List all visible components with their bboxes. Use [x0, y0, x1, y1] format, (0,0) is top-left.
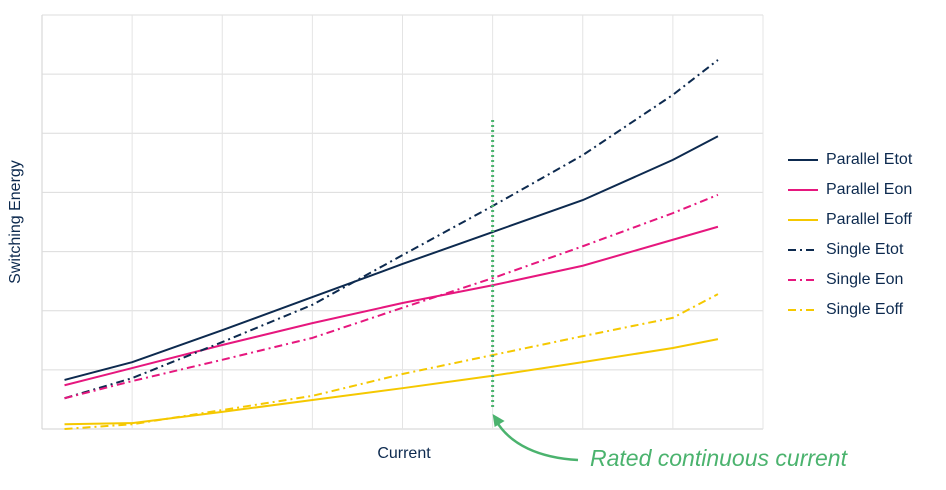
- annotation-arrowhead: [492, 414, 505, 427]
- series-line: [64, 135, 719, 381]
- y-axis-label: Switching Energy: [7, 160, 24, 284]
- series-line: [64, 59, 719, 400]
- legend-label: Single Eon: [826, 271, 903, 288]
- x-axis-label: Current: [377, 445, 431, 462]
- annotation-arrow: [494, 419, 579, 462]
- legend-label: Parallel Eoff: [826, 211, 913, 228]
- series-line: [64, 338, 719, 426]
- legend-label: Single Etot: [826, 241, 904, 258]
- legend-label: Parallel Etot: [826, 151, 913, 168]
- series-line: [64, 225, 719, 387]
- series-line: [64, 293, 719, 430]
- legend-label: Single Eoff: [826, 301, 904, 318]
- annotation-text: Rated continuous current: [590, 445, 849, 471]
- legend-label: Parallel Eon: [826, 181, 912, 198]
- series-line: [64, 193, 719, 400]
